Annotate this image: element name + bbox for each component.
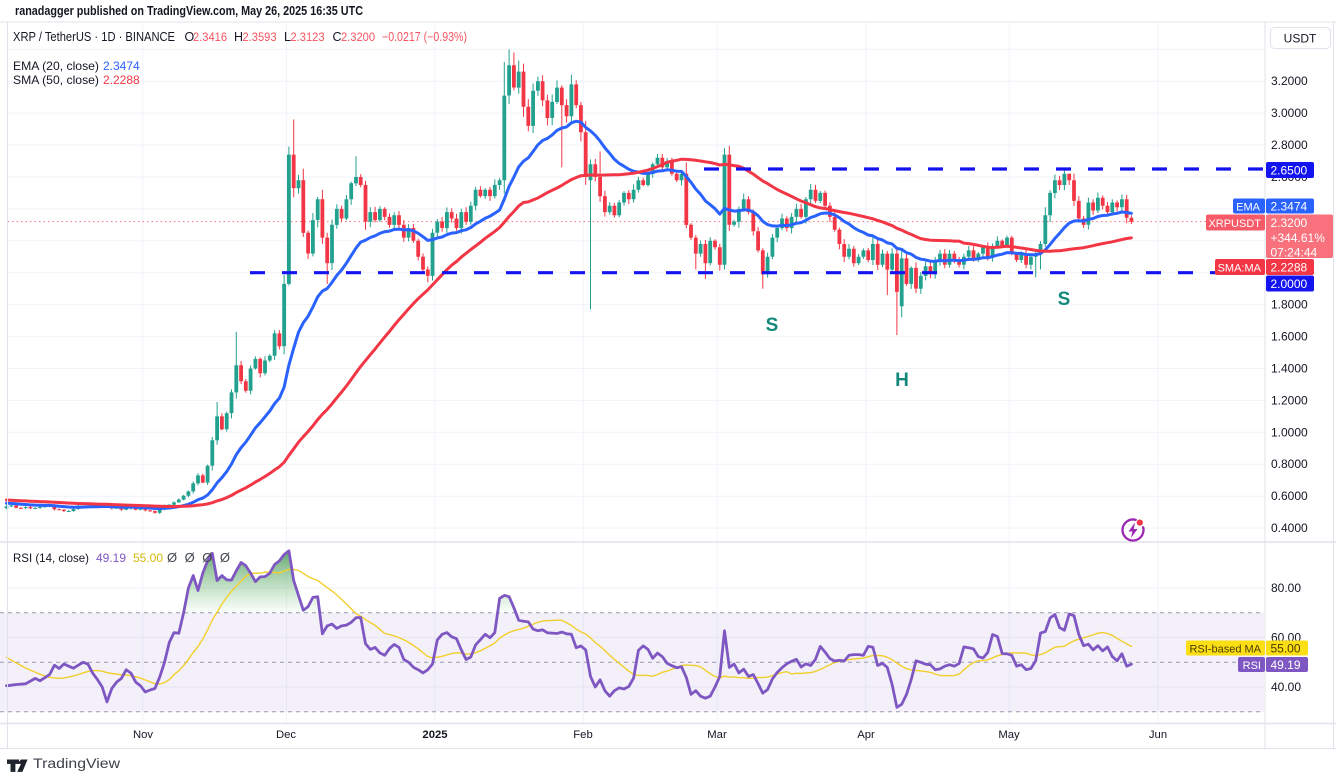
- svg-text:40.00: 40.00: [1271, 680, 1301, 694]
- svg-text:2025: 2025: [422, 729, 447, 741]
- svg-text:Apr: Apr: [857, 729, 875, 741]
- svg-text:+344.61%: +344.61%: [1271, 231, 1326, 245]
- svg-text:RSI-based MA: RSI-based MA: [1189, 644, 1261, 656]
- svg-text:1.4000: 1.4000: [1271, 362, 1308, 376]
- svg-text:2.3593: 2.3593: [243, 30, 277, 44]
- svg-text:2.3474: 2.3474: [1271, 200, 1308, 214]
- svg-text:XRP / TetherUS · 1D · BINANCE: XRP / TetherUS · 1D · BINANCE: [13, 29, 175, 44]
- svg-text:49.19: 49.19: [96, 551, 126, 565]
- svg-text:O: O: [185, 30, 195, 44]
- svg-text:XRPUSDT: XRPUSDT: [1208, 218, 1261, 230]
- svg-text:S: S: [1058, 289, 1071, 310]
- svg-text:1.6000: 1.6000: [1271, 330, 1308, 344]
- svg-text:2.0000: 2.0000: [1271, 277, 1308, 291]
- svg-text:2.3123: 2.3123: [291, 30, 325, 44]
- svg-text:EMA: EMA: [1236, 202, 1261, 214]
- svg-text:USDT: USDT: [1284, 32, 1317, 46]
- svg-text:SMA:MA: SMA:MA: [1218, 263, 1262, 275]
- svg-text:Dec: Dec: [276, 729, 296, 741]
- svg-text:1.8000: 1.8000: [1271, 298, 1308, 312]
- svg-text:RSI (14, close): RSI (14, close): [13, 551, 89, 565]
- svg-text:SMA (50, close): SMA (50, close): [13, 73, 99, 87]
- svg-text:2.3474: 2.3474: [103, 59, 140, 73]
- svg-text:Mar: Mar: [707, 729, 727, 741]
- svg-text:55.00: 55.00: [133, 551, 163, 565]
- svg-text:07:24:44: 07:24:44: [1271, 246, 1318, 260]
- svg-text:ranadagger published on Tradin: ranadagger published on TradingView.com,…: [15, 3, 364, 18]
- svg-text:−0.0217 (−0.93%): −0.0217 (−0.93%): [382, 30, 467, 44]
- svg-text:2.3416: 2.3416: [193, 30, 227, 44]
- svg-text:80.00: 80.00: [1271, 581, 1301, 595]
- svg-text:EMA (20, close): EMA (20, close): [13, 59, 99, 73]
- svg-text:2.2288: 2.2288: [1271, 261, 1308, 275]
- svg-text:2.3200: 2.3200: [1271, 216, 1308, 230]
- svg-text:2.3200: 2.3200: [341, 30, 375, 44]
- svg-text:2.6500: 2.6500: [1271, 164, 1308, 178]
- svg-text:ØØØØ: ØØØØ: [167, 550, 237, 565]
- svg-text:Jun: Jun: [1149, 729, 1167, 741]
- svg-text:H: H: [234, 30, 243, 44]
- svg-text:0.8000: 0.8000: [1271, 457, 1308, 471]
- svg-text:S: S: [766, 315, 779, 336]
- svg-text:2.8000: 2.8000: [1271, 138, 1308, 152]
- svg-text:3.2000: 3.2000: [1271, 74, 1308, 88]
- svg-text:2.2288: 2.2288: [103, 73, 140, 87]
- svg-text:Nov: Nov: [133, 729, 153, 741]
- svg-text:L: L: [284, 30, 291, 44]
- svg-text:H: H: [895, 370, 909, 391]
- svg-text:1.0000: 1.0000: [1271, 425, 1308, 439]
- svg-text:49.19: 49.19: [1271, 658, 1301, 672]
- svg-text:0.6000: 0.6000: [1271, 489, 1308, 503]
- svg-text:RSI: RSI: [1243, 660, 1261, 672]
- svg-text:55.00: 55.00: [1271, 642, 1301, 656]
- svg-text:TradingView: TradingView: [33, 756, 120, 771]
- svg-text:3.0000: 3.0000: [1271, 106, 1308, 120]
- svg-text:0.4000: 0.4000: [1271, 521, 1308, 535]
- svg-text:1.2000: 1.2000: [1271, 393, 1308, 407]
- svg-text:Feb: Feb: [573, 729, 592, 741]
- svg-text:May: May: [998, 729, 1020, 741]
- svg-text:C: C: [333, 30, 342, 44]
